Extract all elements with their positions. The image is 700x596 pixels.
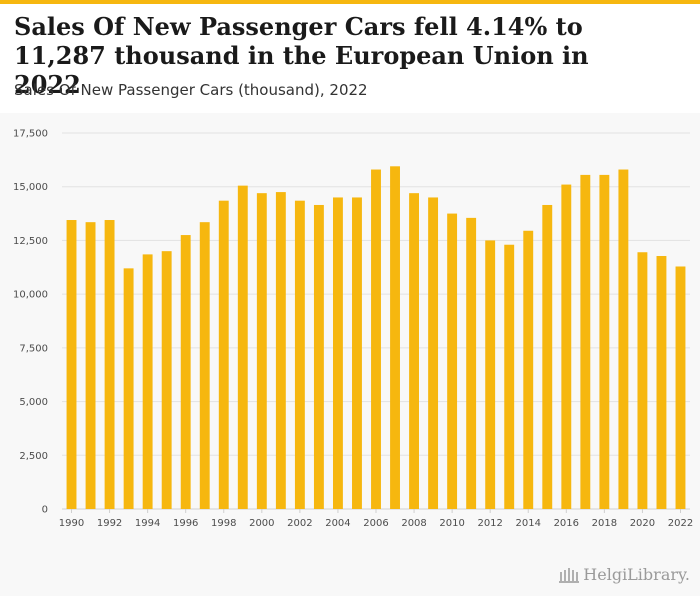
bar-1993: [123, 268, 134, 509]
x-tick-label: 1992: [97, 518, 122, 529]
bar-1995: [161, 251, 172, 509]
bar-1996: [180, 235, 191, 510]
helgi-library-watermark: HelgiLibrary.: [559, 565, 690, 584]
y-tick-label: 0: [42, 505, 48, 516]
bar-2002: [294, 200, 305, 509]
y-tick-label: 7,500: [19, 343, 48, 354]
bar-2020: [637, 252, 648, 509]
bar-2018: [599, 174, 610, 509]
bar-1992: [104, 220, 115, 509]
x-tick-label: 2006: [363, 518, 388, 529]
x-tick-label: 2012: [477, 518, 502, 529]
bar-1990: [66, 220, 77, 509]
y-tick-label: 12,500: [13, 236, 48, 247]
bar-2011: [466, 217, 477, 509]
bar-2006: [371, 169, 381, 510]
x-tick-label: 1990: [59, 518, 84, 529]
x-tick-label: 1996: [173, 518, 198, 529]
bar-2019: [618, 169, 629, 510]
x-tick-label: 2002: [287, 518, 312, 529]
y-tick-label: 10,000: [13, 290, 48, 301]
x-tick-label: 2008: [401, 518, 426, 529]
bar-2005: [352, 197, 362, 509]
x-tick-label: 2014: [516, 518, 541, 529]
x-tick-label: 2000: [249, 518, 274, 529]
x-tick-label: 1998: [211, 518, 236, 529]
bar-1991: [85, 222, 96, 509]
bar-1994: [142, 254, 153, 509]
bar-2016: [561, 184, 572, 509]
chart-subtitle: Sales Of New Passenger Cars (thousand), …: [14, 81, 368, 99]
bar-2004: [332, 197, 343, 509]
bar-1997: [199, 222, 210, 509]
y-tick-label: 15,000: [13, 182, 48, 193]
x-tick-label: 2022: [668, 518, 693, 529]
x-tick-label: 1994: [135, 518, 160, 529]
chart-title: Sales Of New Passenger Cars fell 4.14% t…: [14, 12, 589, 99]
top-accent-rule: [0, 0, 700, 4]
watermark-text: HelgiLibrary.: [583, 565, 690, 584]
bar-2000: [256, 193, 267, 509]
bar-2017: [580, 174, 591, 509]
bar-2008: [409, 193, 420, 509]
bar-2003: [313, 204, 324, 509]
x-tick-label: 2010: [439, 518, 464, 529]
y-tick-label: 5,000: [19, 397, 48, 408]
bar-1998: [218, 200, 229, 509]
bar-2021: [656, 256, 667, 509]
x-tick-label: 2020: [630, 518, 655, 529]
bar-2009: [428, 197, 439, 509]
x-tick-label: 2016: [554, 518, 579, 529]
x-tick-label: 2004: [325, 518, 350, 529]
x-tick-label: 2018: [592, 518, 617, 529]
bar-2013: [504, 244, 515, 509]
bar-2022: [675, 266, 686, 509]
bar-2015: [542, 204, 553, 509]
bar-2010: [447, 213, 458, 510]
library-building-icon: [559, 567, 580, 583]
y-tick-label: 2,500: [19, 451, 48, 462]
bar-2001: [275, 192, 286, 510]
y-tick-label: 17,500: [13, 129, 48, 140]
bar-2007: [390, 166, 400, 509]
bar-1999: [237, 185, 248, 509]
bar-2012: [485, 240, 496, 509]
bar-2014: [523, 230, 534, 509]
